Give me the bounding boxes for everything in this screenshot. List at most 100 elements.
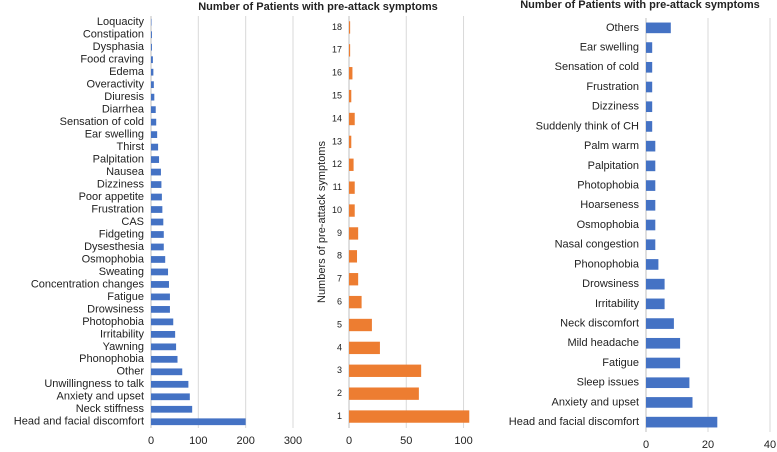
y-tick-label: Diuresis xyxy=(104,91,144,103)
bar xyxy=(646,219,656,231)
x-tick-label: 300 xyxy=(284,435,302,447)
y-tick-label: Phonophobia xyxy=(79,353,145,365)
y-tick-label: Fatigue xyxy=(107,291,144,303)
bar xyxy=(349,387,419,400)
bar xyxy=(151,131,158,138)
y-tick-label: Frustration xyxy=(91,203,144,215)
y-tick-label: Concentration changes xyxy=(31,278,145,290)
y-tick-label: Osmophobia xyxy=(82,253,145,265)
y-tick-label: Dysesthesia xyxy=(84,241,145,253)
y-axis-label: Numbers of pre-attack symptoms xyxy=(316,141,328,303)
bar xyxy=(151,243,164,251)
bar xyxy=(151,418,246,426)
x-tick-label: 200 xyxy=(236,435,254,447)
bar xyxy=(349,273,359,286)
bar xyxy=(151,68,154,76)
y-tick-label: 9 xyxy=(337,228,342,238)
y-tick-label: Poor appetite xyxy=(79,191,144,203)
bar xyxy=(151,405,193,413)
bar xyxy=(151,193,162,201)
bar xyxy=(646,337,681,349)
chart-title: Number of Patients with pre-attack sympt… xyxy=(520,0,760,11)
y-tick-label: Food craving xyxy=(80,54,144,66)
y-tick-label: Thirst xyxy=(117,141,145,153)
bar xyxy=(349,250,358,263)
bar xyxy=(646,357,681,369)
y-tick-label: Edema xyxy=(109,66,145,78)
bar xyxy=(151,368,183,376)
bar xyxy=(646,81,653,93)
y-tick-label: Overactivity xyxy=(87,79,145,91)
bar xyxy=(646,199,656,211)
bar xyxy=(349,410,470,423)
y-tick-label: 6 xyxy=(337,296,342,306)
y-tick-label: CAS xyxy=(121,216,144,228)
bar xyxy=(646,416,718,428)
y-tick-label: 12 xyxy=(332,159,342,169)
bar xyxy=(151,143,159,151)
bar xyxy=(151,256,166,263)
y-tick-label: Neck stiffness xyxy=(76,403,145,415)
bar xyxy=(151,231,164,238)
bar xyxy=(151,31,152,39)
bar xyxy=(646,377,690,389)
y-tick-label: Nausea xyxy=(106,166,145,178)
y-tick-label: Hoarseness xyxy=(580,199,639,211)
bar xyxy=(151,93,155,101)
bar xyxy=(646,239,656,251)
x-tick-label: 100 xyxy=(454,435,472,447)
y-tick-label: 17 xyxy=(332,45,342,55)
bar xyxy=(646,278,665,290)
y-tick-label: Photophobia xyxy=(82,316,145,328)
bar xyxy=(349,227,359,240)
bar xyxy=(646,180,656,191)
y-tick-label: Anxiety and upset xyxy=(57,391,144,403)
bar xyxy=(151,81,154,89)
bar xyxy=(349,44,351,57)
bar xyxy=(349,341,380,355)
y-tick-label: Sleep issues xyxy=(577,377,640,389)
bar xyxy=(151,206,163,213)
y-tick-label: Palm warm xyxy=(584,140,639,152)
bar xyxy=(349,67,353,80)
y-tick-label: Mild headache xyxy=(567,337,639,349)
y-tick-label: Suddenly think of CH xyxy=(536,120,639,132)
y-tick-label: Fatigue xyxy=(602,357,639,369)
y-tick-label: 16 xyxy=(332,68,342,78)
y-tick-label: 15 xyxy=(332,90,342,100)
y-tick-label: 4 xyxy=(337,342,342,352)
y-tick-label: 14 xyxy=(332,113,342,123)
bar xyxy=(646,298,665,310)
y-tick-label: Loquacity xyxy=(97,16,145,28)
x-tick-label: 0 xyxy=(346,435,352,447)
y-tick-label: Osmophobia xyxy=(577,219,640,231)
y-tick-label: Phonophobia xyxy=(574,258,640,270)
x-tick-label: 0 xyxy=(148,435,154,447)
y-tick-label: Photophobia xyxy=(577,179,640,191)
bar xyxy=(151,355,178,363)
bar xyxy=(151,156,160,163)
y-tick-label: Unwillingness to talk xyxy=(44,378,144,390)
y-tick-label: Diarrhea xyxy=(102,104,145,116)
bar xyxy=(646,101,653,113)
y-tick-label: Yawning xyxy=(103,341,144,353)
chart-title: Number of Patients with pre-attack sympt… xyxy=(198,1,438,13)
bar xyxy=(151,306,170,313)
bar xyxy=(151,318,174,326)
bar xyxy=(349,318,372,332)
bar xyxy=(349,181,355,194)
y-tick-label: Others xyxy=(606,22,640,34)
bar xyxy=(349,135,352,149)
bar xyxy=(646,121,653,132)
y-tick-label: Dizziness xyxy=(592,101,640,113)
bar xyxy=(646,318,674,329)
bar xyxy=(349,364,422,377)
y-tick-label: 7 xyxy=(337,274,342,284)
y-tick-label: 11 xyxy=(333,182,342,192)
y-tick-label: Head and facial discomfort xyxy=(509,416,639,428)
y-tick-label: Sweating xyxy=(99,266,144,278)
y-tick-label: 3 xyxy=(337,365,342,375)
bar xyxy=(646,22,671,34)
bar xyxy=(151,293,170,301)
